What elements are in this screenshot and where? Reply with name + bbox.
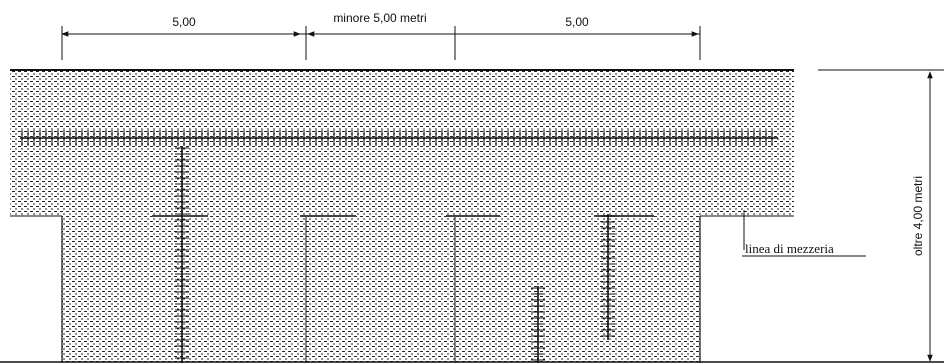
top-dimension-line	[61, 26, 701, 60]
track-symbols	[20, 130, 778, 363]
dimension-middle-label: minore 5,00 metri	[333, 11, 426, 25]
centerline-label: linea di mezzeria	[745, 241, 834, 256]
dimension-height-label: oltre 4,00 metri	[911, 176, 925, 256]
side-road-area	[62, 216, 700, 363]
dimension-left-label: 5,00	[172, 15, 196, 29]
dimension-right-label: 5,00	[565, 15, 589, 29]
height-dimension-line	[818, 69, 944, 362]
centerline-leader	[742, 210, 866, 257]
main-road-area	[10, 70, 794, 216]
